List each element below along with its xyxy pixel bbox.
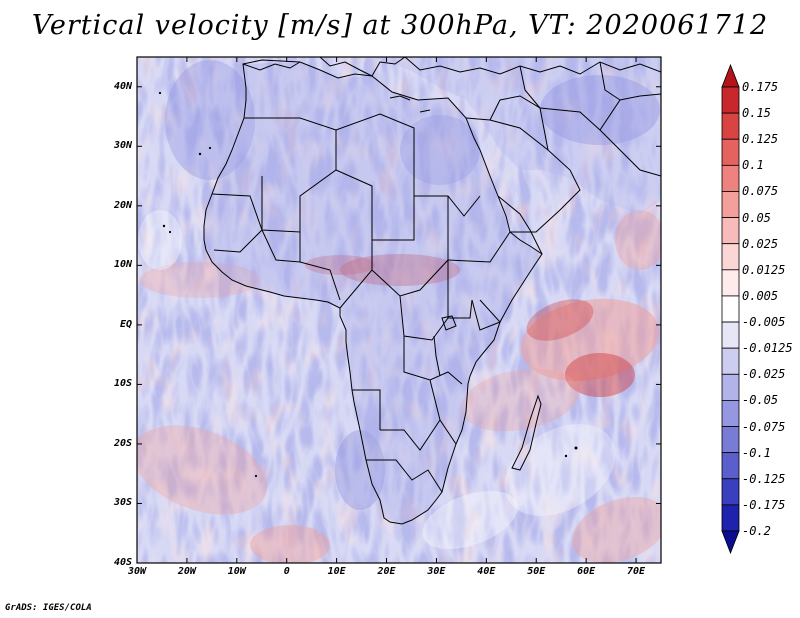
colorbar-swatch [721, 478, 740, 506]
colorbar-swatch [721, 504, 740, 532]
colorbar-swatch [721, 400, 740, 427]
velocity-patch [565, 353, 635, 397]
colorbar-label: 0.05 [742, 210, 771, 225]
colorbar-swatch [721, 138, 740, 166]
lat-label: 20N [113, 199, 132, 211]
lon-label: 10W [227, 566, 246, 577]
velocity-patch [138, 210, 182, 270]
colorbar-swatch [721, 86, 740, 114]
velocity-patch [520, 298, 660, 382]
colorbar-label: 0.1 [742, 158, 764, 173]
colorbar-label: 0.025 [742, 236, 779, 251]
lon-label: 70E [627, 566, 646, 577]
colorbar-swatch [721, 426, 740, 454]
lon-label: 30W [127, 566, 147, 577]
madagascar [511, 394, 542, 471]
velocity-patch [140, 262, 260, 298]
map-title: Vertical velocity [m/s] at 300hPa, VT: 2… [31, 10, 769, 41]
colorbar-label: -0.2 [742, 524, 771, 538]
lat-label: 40S [113, 557, 132, 568]
colorbar-label: -0.005 [742, 315, 786, 330]
velocity-patch [137, 425, 268, 515]
lat-label: 20S [113, 437, 132, 449]
colorbar-swatch [721, 269, 740, 297]
eurasia-land [372, 57, 661, 215]
lat-label: 40N [113, 80, 132, 92]
colorbar-swatch [721, 112, 740, 140]
axis-ticks [136, 57, 661, 564]
colorbar-label: -0.05 [742, 393, 779, 408]
lat-label: 30N [113, 140, 132, 152]
lon-label: 10E [327, 566, 346, 577]
colorbar-label: -0.175 [742, 497, 786, 512]
colorbar-label: -0.025 [742, 367, 786, 382]
lon-label: 60E [577, 566, 596, 577]
colorbar-swatch [721, 217, 740, 245]
colorbar-swatch [721, 243, 740, 271]
colorbar-swatch [721, 295, 740, 323]
colorbar-label: -0.1 [742, 445, 771, 460]
colorbar-label: 0.175 [742, 80, 779, 94]
velocity-patch [460, 368, 580, 432]
country-borders [203, 57, 661, 525]
colorbar-label: -0.125 [742, 471, 786, 486]
velocity-regions [137, 60, 661, 563]
lon-label: 40E [477, 566, 496, 577]
lat-label: 10N [113, 259, 132, 271]
velocity-patch [340, 254, 460, 286]
lon-label: 30E [427, 566, 446, 577]
colorbar-swatch [721, 452, 740, 480]
colorbar-swatch [721, 321, 740, 349]
map-frame [136, 56, 662, 564]
velocity-patch [400, 115, 480, 185]
colorbar [721, 63, 740, 555]
colorbar-label: 0.005 [742, 288, 779, 303]
colorbar-swatch [721, 373, 740, 401]
lat-label: 10S [113, 378, 132, 390]
lon-label: 50E [527, 566, 546, 577]
lon-label: 20E [377, 566, 396, 577]
lon-label: 20W [177, 566, 196, 577]
velocity-patch [305, 255, 375, 275]
velocity-field [137, 57, 661, 563]
colorbar-swatch [721, 347, 740, 375]
lat-label: EQ [119, 318, 132, 330]
lat-label: 30S [113, 497, 132, 509]
colorbar-label: 0.125 [742, 132, 779, 147]
velocity-patch [250, 525, 330, 563]
colorbar-label: 0.15 [742, 106, 771, 121]
colorbar-label: -0.0125 [742, 341, 793, 356]
colorbar-swatch [721, 191, 740, 218]
velocity-patch [571, 497, 661, 563]
velocity-patch [422, 490, 518, 550]
velocity-patch [526, 299, 594, 341]
colorbar-max-arrow [721, 63, 740, 88]
colorbar-label: 0.075 [742, 184, 779, 199]
africa-land [204, 62, 542, 524]
velocity-patch [615, 210, 661, 270]
velocity-patch [540, 75, 660, 145]
colorbar-label: 0.0125 [742, 262, 786, 277]
colorbar-min-arrow [721, 530, 740, 555]
lon-label: 0 [283, 566, 290, 577]
credit-text: GrADS: IGES/COLA [5, 603, 92, 613]
velocity-patch [504, 424, 616, 516]
colorbar-swatch [721, 164, 740, 192]
islands [158, 91, 578, 478]
colorbar-label: -0.075 [742, 419, 786, 434]
velocity-patch [335, 430, 385, 510]
